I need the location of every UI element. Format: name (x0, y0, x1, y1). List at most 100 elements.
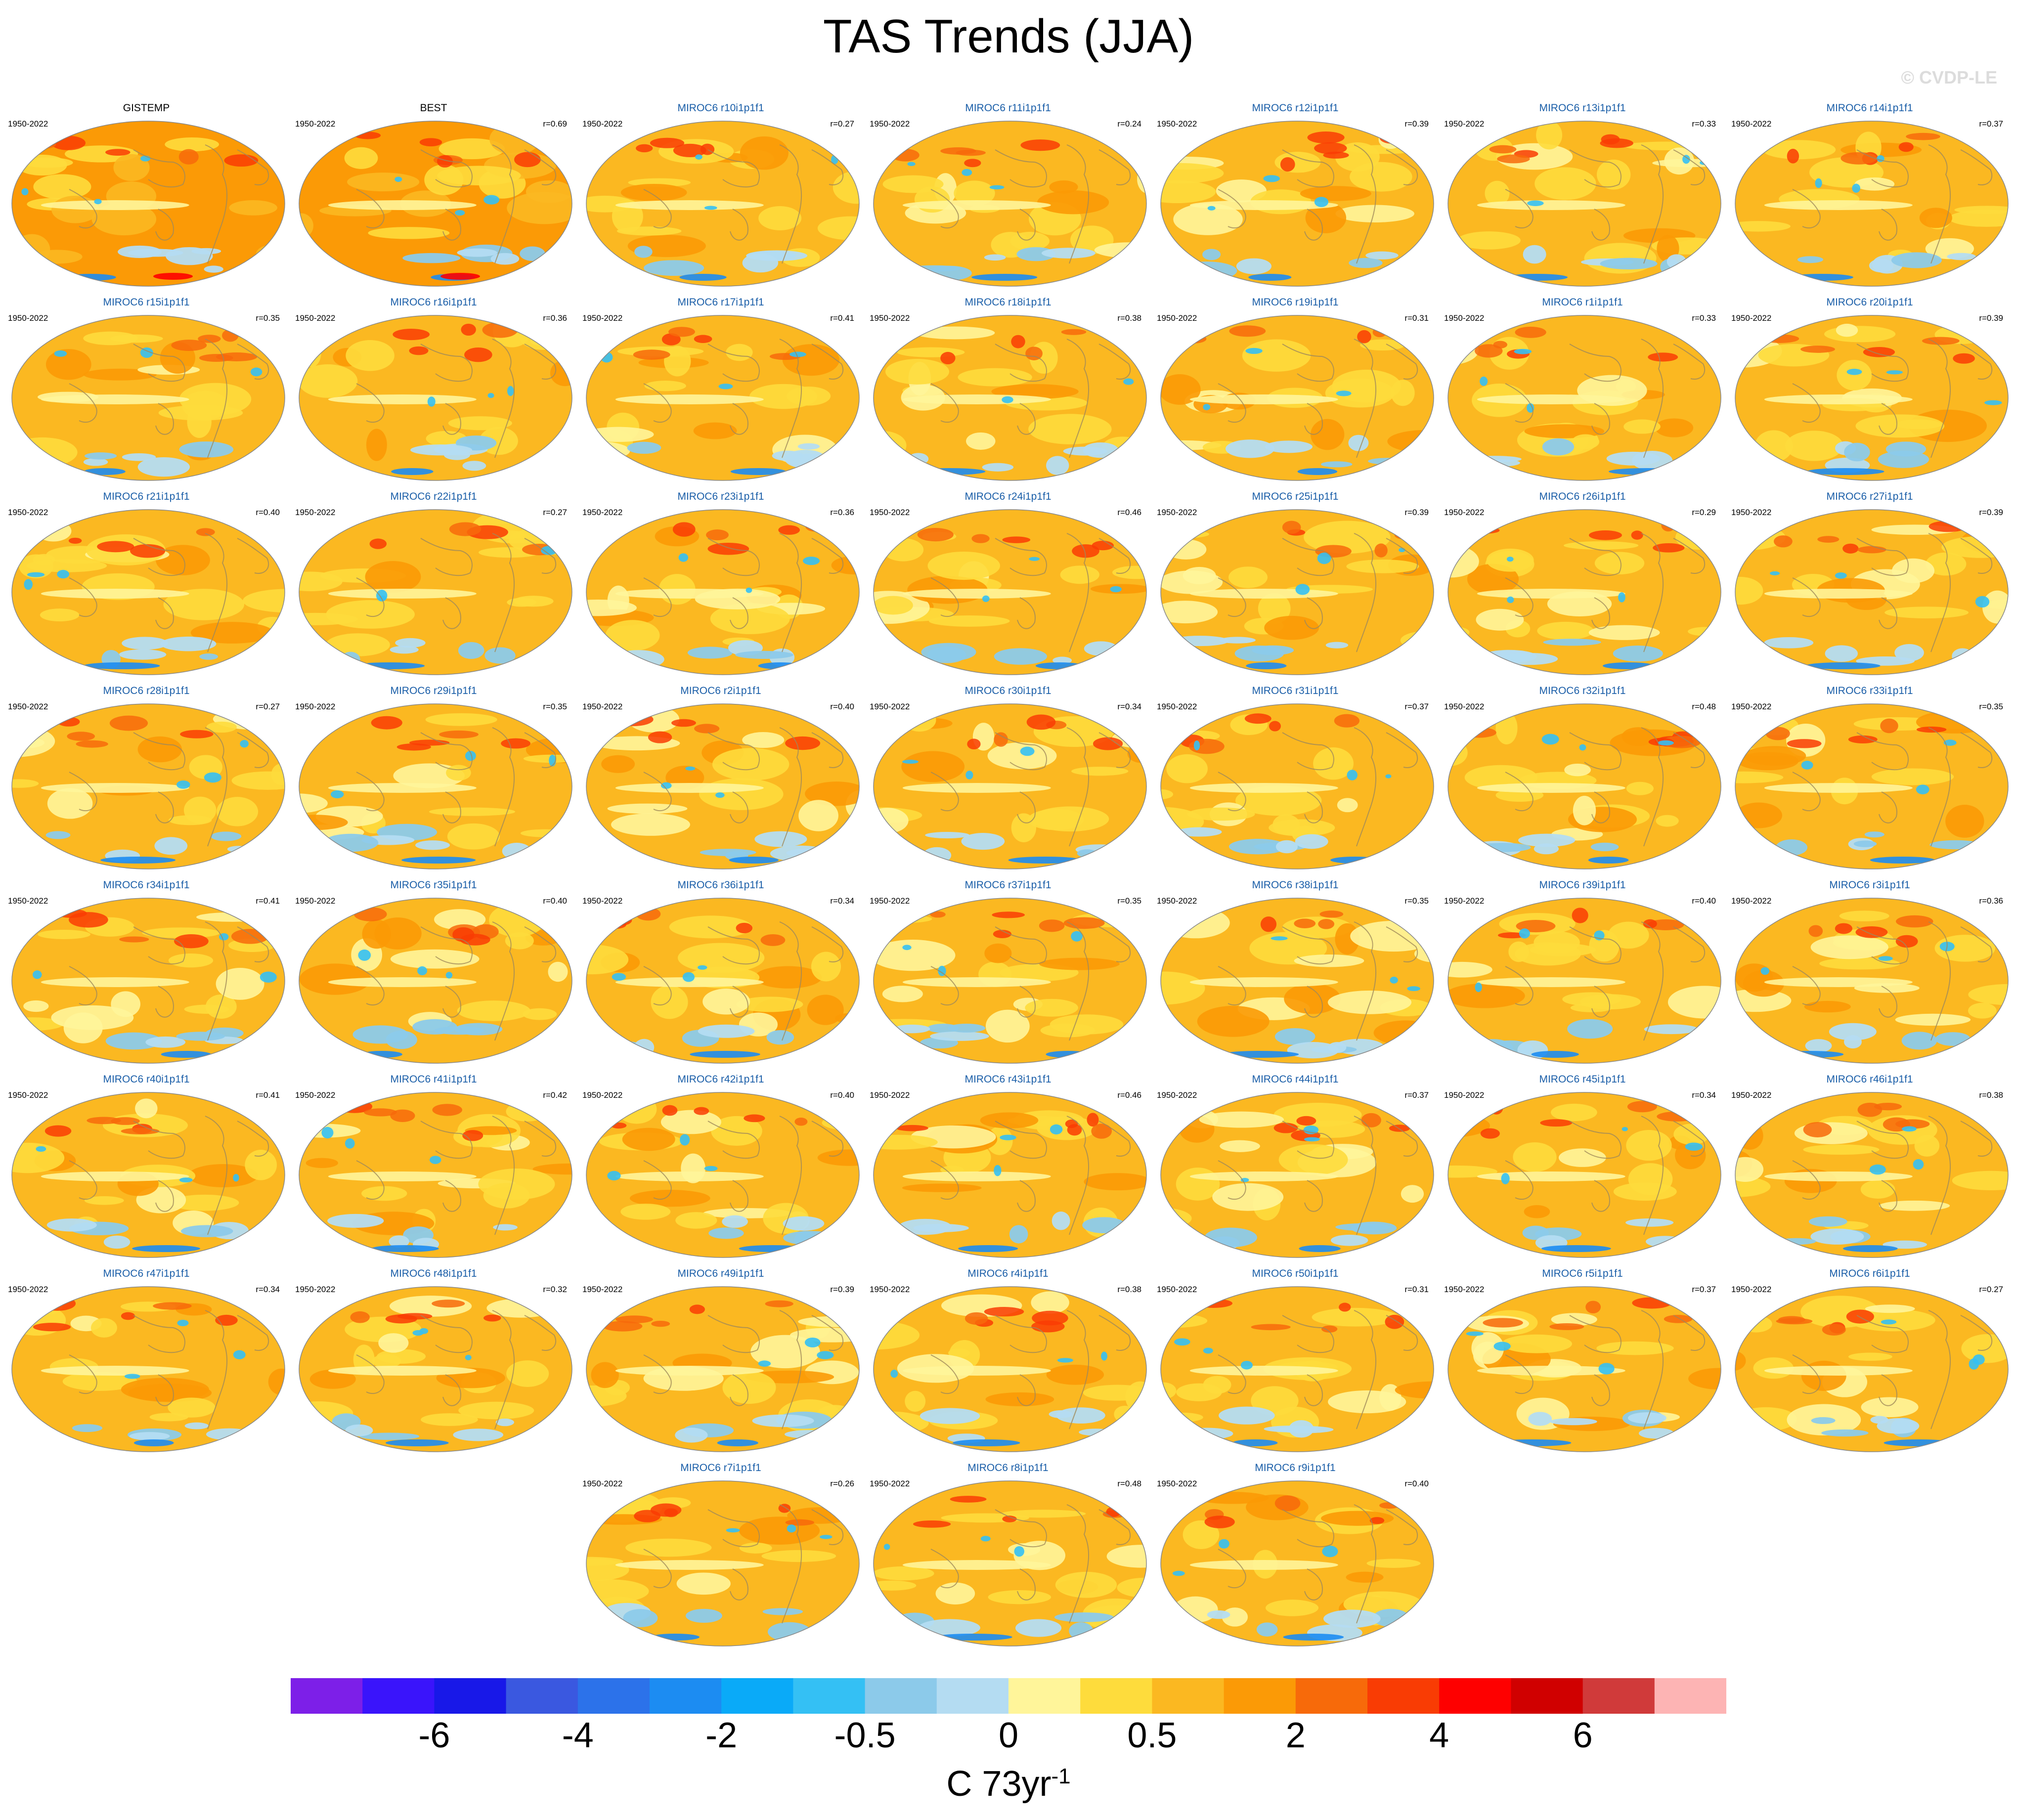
panel-period: 1950-2022 (1731, 1285, 1772, 1294)
map-panel: BEST 1950-2022 r=0.69 (292, 101, 575, 294)
panel-title: MIROC6 r38i1p1f1 (1252, 879, 1339, 891)
panel-title: MIROC6 r29i1p1f1 (390, 685, 477, 696)
world-map (11, 703, 285, 869)
panel-correlation: r=0.41 (830, 313, 854, 323)
world-map (1735, 898, 2009, 1064)
panel-correlation: r=0.29 (1692, 508, 1716, 517)
panel-correlation: r=0.35 (1979, 702, 2003, 711)
world-map (1447, 121, 1721, 287)
panel-title: MIROC6 r35i1p1f1 (390, 879, 477, 891)
world-map (1447, 315, 1721, 481)
panel-correlation: r=0.34 (830, 896, 854, 906)
map-panel: MIROC6 r27i1p1f1 1950-2022 r=0.39 (1728, 490, 2011, 683)
panel-correlation: r=0.40 (1692, 896, 1716, 906)
map-panel: MIROC6 r26i1p1f1 1950-2022 r=0.29 (1441, 490, 1724, 683)
panel-period: 1950-2022 (582, 313, 623, 323)
panel-correlation: r=0.41 (256, 896, 280, 906)
world-map (873, 121, 1147, 287)
colorbar-box (650, 1678, 722, 1714)
colorbar-box (434, 1678, 507, 1714)
panel-correlation: r=0.39 (1979, 508, 2003, 517)
panel-correlation: r=0.37 (1404, 702, 1429, 711)
panel-title: MIROC6 r9i1p1f1 (1255, 1462, 1336, 1473)
world-map (1735, 703, 2009, 869)
panel-correlation: r=0.35 (1117, 896, 1141, 906)
panel-correlation: r=0.40 (830, 1090, 854, 1100)
map-panel: MIROC6 r6i1p1f1 1950-2022 r=0.27 (1728, 1267, 2011, 1460)
panel-title: MIROC6 r41i1p1f1 (390, 1074, 477, 1085)
panel-title: MIROC6 r4i1p1f1 (967, 1268, 1049, 1279)
panel-correlation: r=0.37 (1979, 119, 2003, 129)
panel-title: MIROC6 r45i1p1f1 (1539, 1074, 1626, 1085)
map-panel: MIROC6 r36i1p1f1 1950-2022 r=0.34 (579, 878, 862, 1071)
watermark: © CVDP-LE (1901, 67, 1997, 87)
panel-title: MIROC6 r48i1p1f1 (390, 1268, 477, 1279)
panel-period: 1950-2022 (8, 896, 48, 906)
panel-title: MIROC6 r27i1p1f1 (1826, 491, 1913, 502)
panel-correlation: r=0.41 (256, 1090, 280, 1100)
colorbar-tick-label: 4 (1429, 1716, 1449, 1755)
panel-title: MIROC6 r14i1p1f1 (1826, 102, 1913, 114)
map-panel: MIROC6 r23i1p1f1 1950-2022 r=0.36 (579, 490, 862, 683)
panel-correlation: r=0.40 (256, 508, 280, 517)
panel-title: MIROC6 r19i1p1f1 (1252, 297, 1339, 308)
world-map (1735, 1286, 2009, 1452)
panel-period: 1950-2022 (295, 119, 336, 129)
map-panel: MIROC6 r28i1p1f1 1950-2022 r=0.27 (5, 684, 288, 877)
map-panel: MIROC6 r25i1p1f1 1950-2022 r=0.39 (1154, 490, 1437, 683)
world-map (873, 1092, 1147, 1258)
world-map (1160, 1092, 1434, 1258)
panel-correlation: r=0.42 (543, 1090, 567, 1100)
colorbar-tick-label: 0 (998, 1716, 1019, 1755)
map-panel: MIROC6 r33i1p1f1 1950-2022 r=0.35 (1728, 684, 2011, 877)
panel-correlation: r=0.27 (830, 119, 854, 129)
world-map (299, 509, 572, 675)
panel-title: MIROC6 r49i1p1f1 (677, 1268, 764, 1279)
world-map (1447, 1092, 1721, 1258)
map-panel: MIROC6 r50i1p1f1 1950-2022 r=0.31 (1154, 1267, 1437, 1460)
panel-title: MIROC6 r39i1p1f1 (1539, 879, 1626, 891)
panel-period: 1950-2022 (295, 896, 336, 906)
colorbar-box (362, 1678, 435, 1714)
colorbar-tick-label: 6 (1573, 1716, 1593, 1755)
map-panel: MIROC6 r18i1p1f1 1950-2022 r=0.38 (867, 296, 1149, 488)
world-map (873, 509, 1147, 675)
panel-title: MIROC6 r26i1p1f1 (1539, 491, 1626, 502)
world-map (1735, 509, 2009, 675)
panel-period: 1950-2022 (295, 1090, 336, 1100)
panel-correlation: r=0.26 (830, 1479, 854, 1488)
world-map (11, 509, 285, 675)
panel-period: 1950-2022 (870, 702, 910, 711)
panel-correlation: r=0.27 (1979, 1285, 2003, 1294)
world-map (873, 1480, 1147, 1647)
panel-period: 1950-2022 (1157, 702, 1197, 711)
panel-correlation: r=0.39 (1404, 508, 1429, 517)
panel-period: 1950-2022 (8, 313, 48, 323)
panel-correlation: r=0.39 (830, 1285, 854, 1294)
world-map (11, 121, 285, 287)
panel-correlation: r=0.36 (830, 508, 854, 517)
panel-correlation: r=0.34 (1692, 1090, 1716, 1100)
world-map (11, 1286, 285, 1452)
map-panel: MIROC6 r43i1p1f1 1950-2022 r=0.46 (867, 1073, 1149, 1265)
panel-period: 1950-2022 (870, 313, 910, 323)
panel-correlation: r=0.38 (1117, 313, 1141, 323)
panel-title: MIROC6 r10i1p1f1 (677, 102, 764, 114)
map-panel: MIROC6 r29i1p1f1 1950-2022 r=0.35 (292, 684, 575, 877)
panel-title: MIROC6 r33i1p1f1 (1826, 685, 1913, 696)
world-map (1447, 703, 1721, 869)
panel-title: MIROC6 r15i1p1f1 (103, 297, 190, 308)
panel-title: MIROC6 r16i1p1f1 (390, 297, 477, 308)
panel-title: MIROC6 r2i1p1f1 (680, 685, 761, 696)
panel-period: 1950-2022 (1444, 702, 1485, 711)
panel-period: 1950-2022 (1444, 313, 1485, 323)
panel-period: 1950-2022 (1157, 1479, 1197, 1488)
panel-period: 1950-2022 (1157, 1090, 1197, 1100)
map-panel: MIROC6 r19i1p1f1 1950-2022 r=0.31 (1154, 296, 1437, 488)
colorbar-box (721, 1678, 793, 1714)
map-panel: MIROC6 r34i1p1f1 1950-2022 r=0.41 (5, 878, 288, 1071)
map-panel: MIROC6 r1i1p1f1 1950-2022 r=0.33 (1441, 296, 1724, 488)
world-map (11, 898, 285, 1064)
panel-title: MIROC6 r46i1p1f1 (1826, 1074, 1913, 1085)
panel-correlation: r=0.48 (1692, 702, 1716, 711)
